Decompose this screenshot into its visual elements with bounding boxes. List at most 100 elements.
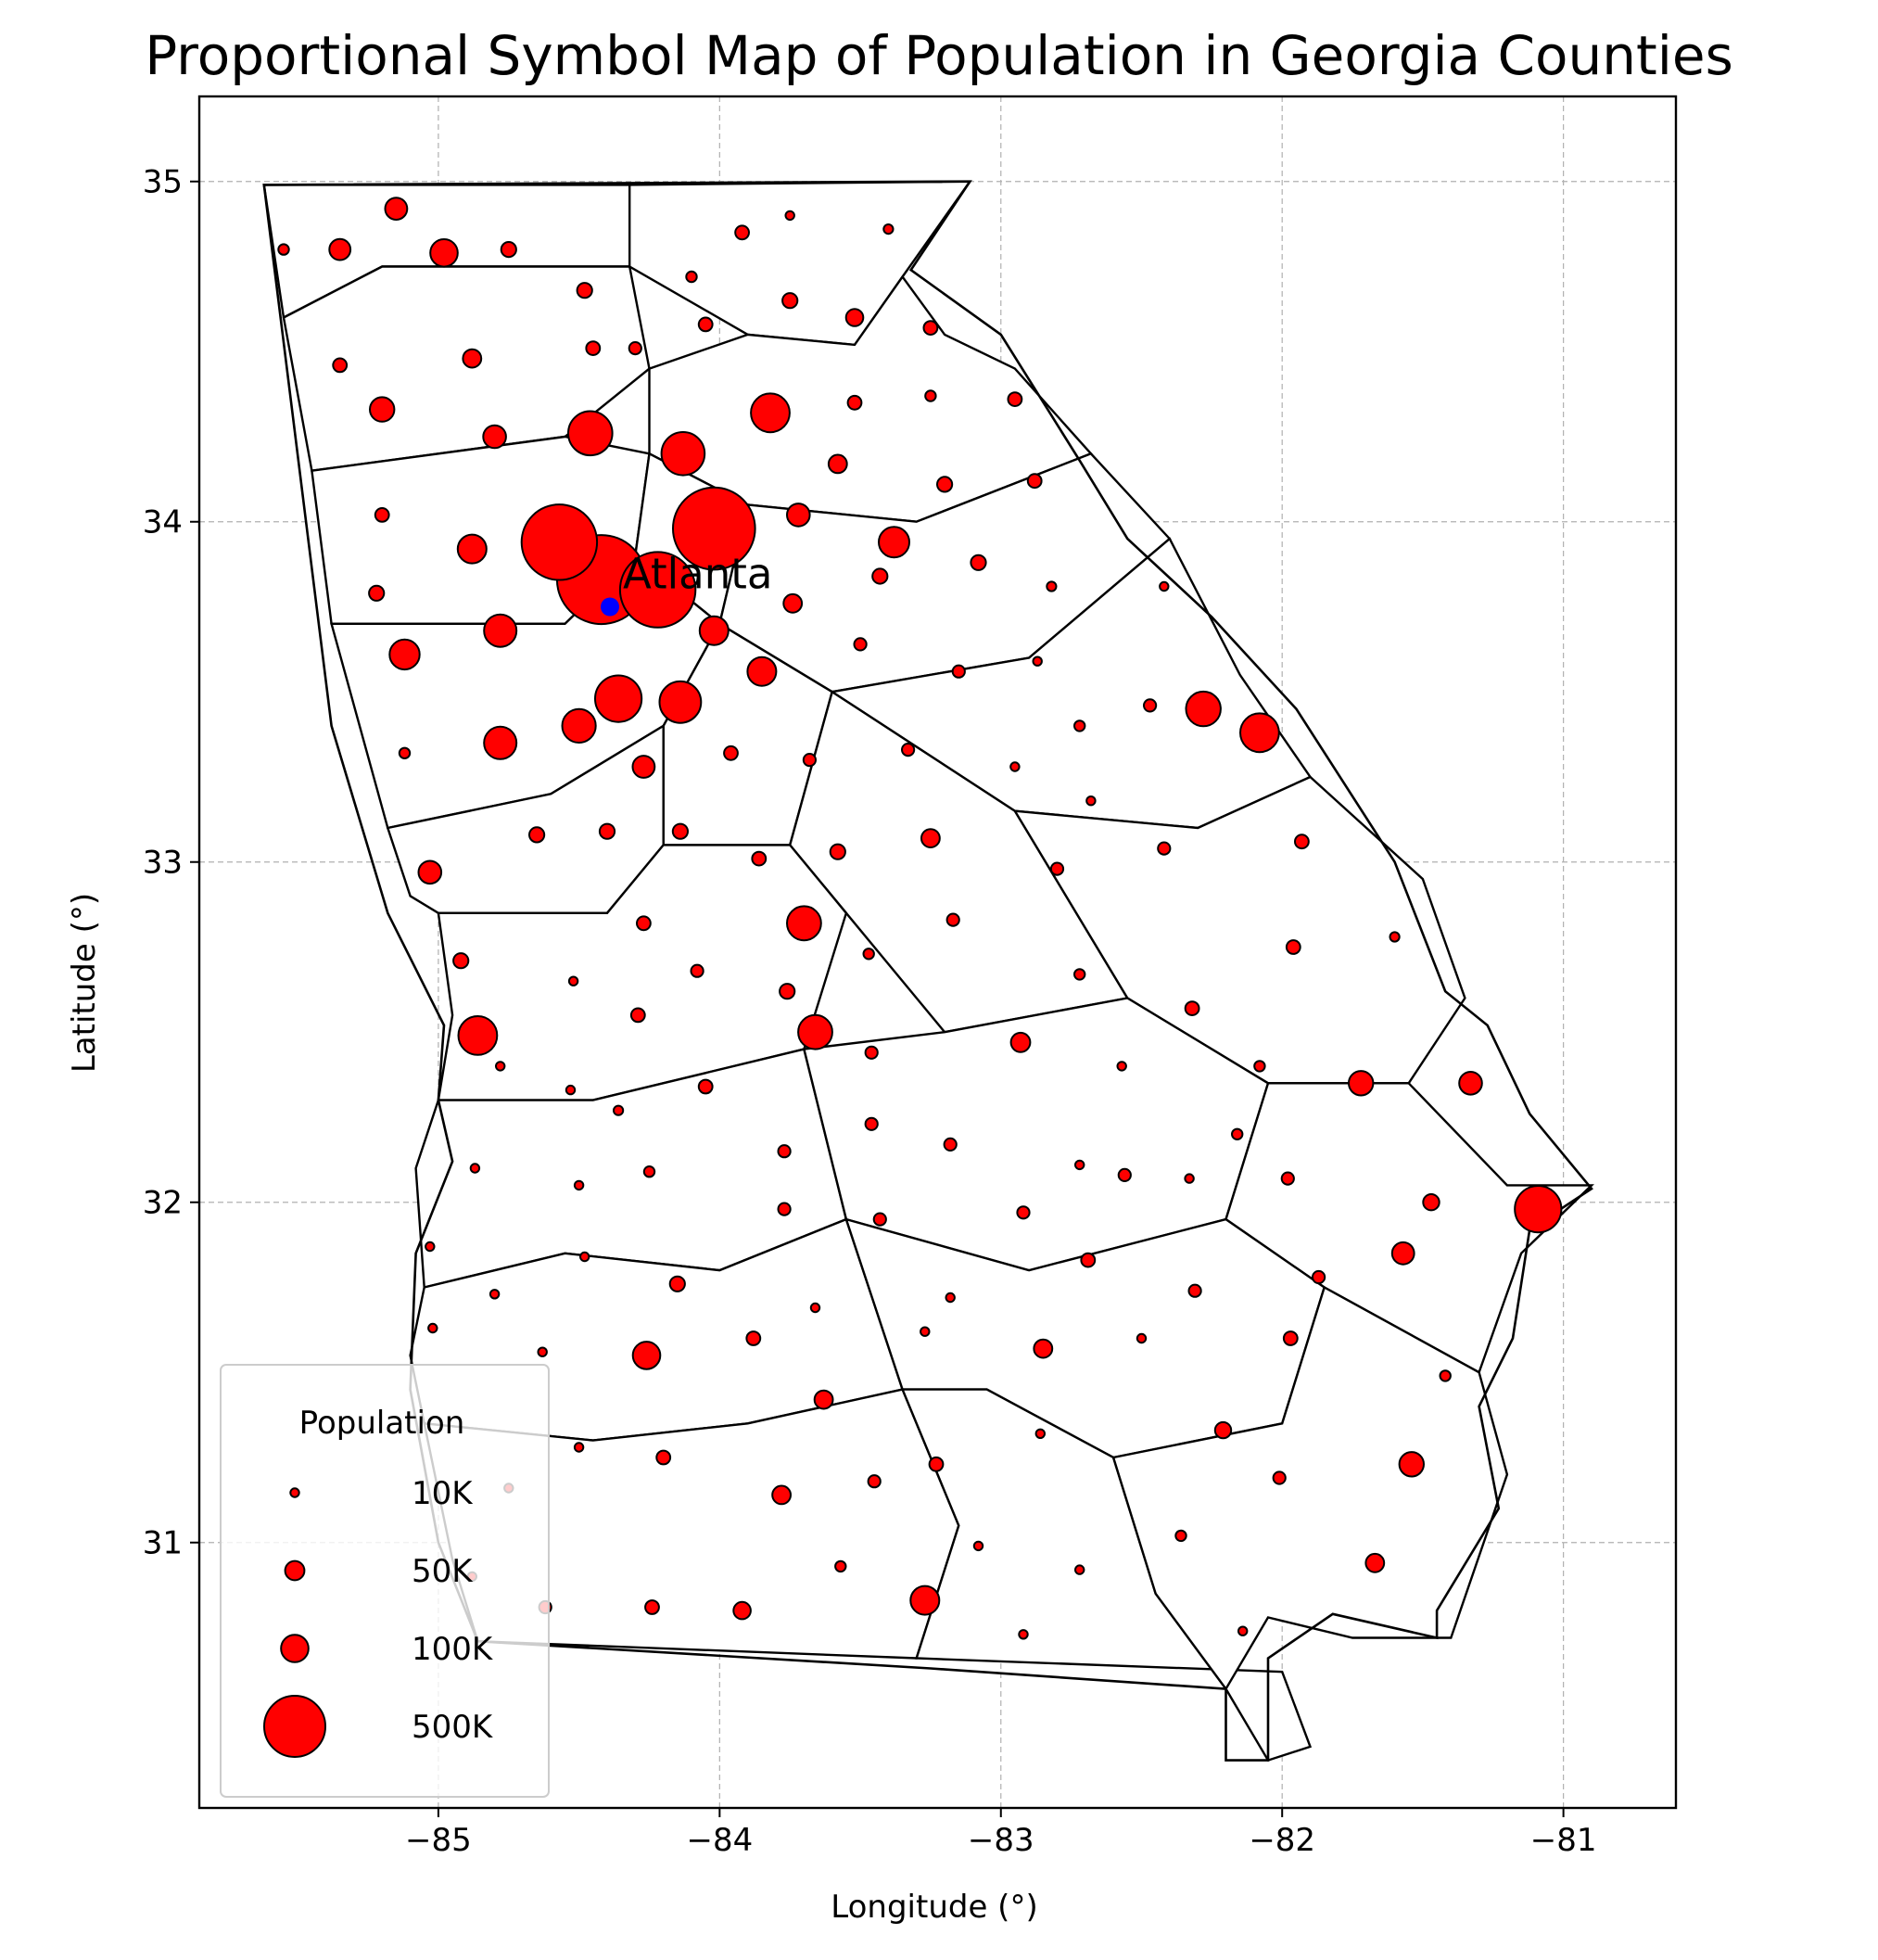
population-symbol-6 — [462, 348, 483, 369]
population-symbol-110 — [1280, 1171, 1295, 1186]
population-symbol-145 — [771, 1484, 792, 1506]
population-symbol-38 — [618, 551, 697, 629]
population-symbol-120 — [1312, 1269, 1326, 1285]
population-symbols — [277, 197, 1563, 1640]
population-symbol-58 — [631, 755, 656, 779]
population-symbol-20 — [567, 410, 614, 457]
population-symbol-133 — [1033, 1338, 1054, 1359]
population-symbol-135 — [813, 1389, 834, 1410]
x-axis-label: Longitude (°) — [831, 1889, 1037, 1926]
population-symbol-46 — [746, 655, 778, 687]
population-symbol-104 — [469, 1163, 481, 1174]
population-symbol-91 — [864, 1045, 879, 1060]
population-symbol-122 — [489, 1289, 501, 1300]
population-symbol-127 — [920, 1326, 931, 1337]
population-symbol-140 — [928, 1456, 945, 1472]
population-symbol-21 — [660, 431, 706, 477]
population-symbol-95 — [565, 1084, 577, 1096]
population-symbol-13 — [784, 210, 795, 222]
population-symbol-146 — [1174, 1529, 1187, 1543]
population-symbol-53 — [483, 725, 518, 760]
population-symbol-76 — [786, 905, 822, 942]
population-symbol-63 — [1073, 719, 1086, 732]
population-symbol-137 — [1213, 1420, 1233, 1440]
population-symbol-65 — [528, 826, 546, 844]
population-symbol-67 — [671, 822, 690, 840]
population-symbol-108 — [573, 1179, 585, 1191]
legend-label-0: 10K — [412, 1475, 474, 1512]
population-symbol-115 — [1016, 1205, 1031, 1220]
population-symbol-18 — [369, 396, 396, 423]
population-symbol-84 — [1073, 968, 1086, 981]
population-symbol-33 — [786, 503, 811, 528]
population-symbol-86 — [1184, 1000, 1200, 1016]
population-symbol-83 — [567, 975, 579, 986]
population-symbol-45 — [388, 638, 421, 671]
population-symbol-88 — [797, 1013, 833, 1050]
population-symbol-154 — [644, 1599, 660, 1615]
population-symbol-114 — [872, 1212, 887, 1227]
y-tick-label-2: 33 — [143, 845, 183, 882]
population-symbol-90 — [1009, 1031, 1032, 1053]
population-symbol-119 — [1390, 1241, 1415, 1266]
population-symbol-43 — [698, 615, 730, 646]
population-symbol-130 — [1136, 1332, 1148, 1344]
state-outline — [262, 180, 1593, 1762]
population-symbol-103 — [943, 1137, 958, 1152]
population-symbol-16 — [844, 308, 865, 327]
legend-label-2: 100K — [412, 1631, 494, 1668]
population-symbol-41 — [1159, 580, 1170, 592]
population-symbol-0 — [277, 243, 290, 256]
population-symbol-126 — [427, 1322, 438, 1334]
y-tick-label-1: 32 — [143, 1185, 183, 1222]
population-symbol-64 — [1085, 795, 1097, 807]
population-symbol-113 — [777, 1202, 792, 1216]
population-symbol-107 — [1117, 1167, 1132, 1183]
population-symbol-132 — [631, 1341, 662, 1370]
population-symbol-118 — [1080, 1252, 1097, 1268]
population-symbol-136 — [1034, 1428, 1047, 1440]
population-symbol-71 — [1157, 841, 1172, 856]
population-symbol-44 — [782, 592, 804, 614]
population-symbol-56 — [1239, 712, 1280, 754]
population-symbol-156 — [1018, 1629, 1029, 1640]
legend-label-3: 500K — [412, 1709, 494, 1746]
chart-title: Proportional Symbol Map of Population in… — [145, 24, 1733, 87]
population-symbol-19 — [482, 424, 507, 450]
population-symbol-123 — [1187, 1283, 1202, 1298]
population-symbol-116 — [425, 1241, 436, 1253]
population-symbol-29 — [374, 507, 390, 523]
population-symbol-98 — [1458, 1071, 1483, 1096]
population-symbol-77 — [945, 912, 960, 927]
legend-entries: 10K 50K 100K 500K — [263, 1475, 494, 1758]
population-symbol-27 — [936, 476, 954, 493]
x-tick-label-4: −81 — [1530, 1822, 1597, 1859]
population-symbol-60 — [802, 753, 818, 768]
legend-box — [220, 1364, 550, 1798]
population-symbol-8 — [585, 340, 602, 357]
population-symbol-157 — [1237, 1625, 1249, 1636]
population-symbol-129 — [745, 1330, 762, 1346]
x-tick-label-1: −84 — [686, 1822, 753, 1859]
population-symbol-150 — [1074, 1564, 1085, 1575]
population-symbol-34 — [878, 526, 910, 559]
population-symbol-112 — [1514, 1185, 1563, 1234]
city-annotation: Atlanta — [601, 549, 772, 617]
population-symbol-131 — [1282, 1330, 1299, 1346]
population-symbol-57 — [398, 746, 412, 759]
population-symbol-68 — [751, 850, 768, 867]
population-symbol-149 — [834, 1559, 847, 1573]
legend-symbol-3 — [263, 1695, 326, 1758]
population-symbol-99 — [613, 1104, 625, 1116]
population-symbol-15 — [781, 292, 799, 310]
population-symbol-24 — [924, 389, 937, 402]
population-symbol-147 — [972, 1540, 984, 1552]
population-symbol-109 — [1184, 1173, 1195, 1184]
population-symbol-62 — [1009, 761, 1021, 772]
population-symbol-17 — [922, 320, 939, 337]
population-symbol-54 — [1143, 698, 1158, 713]
state-boundary — [262, 180, 1593, 1762]
population-symbol-73 — [417, 859, 443, 885]
population-symbol-105 — [1074, 1159, 1085, 1171]
